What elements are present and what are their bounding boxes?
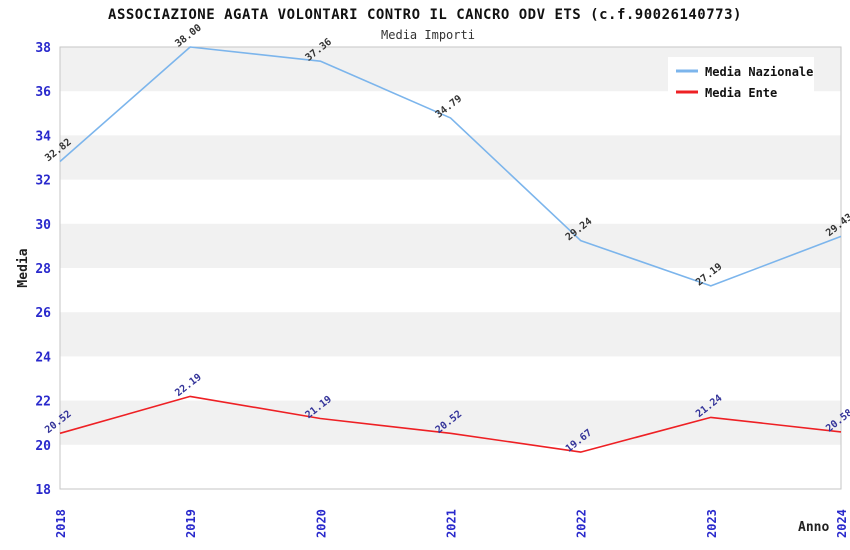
series-lines bbox=[59, 46, 842, 453]
series-line-media-nazionale[interactable] bbox=[59, 46, 842, 287]
x-tick-label: 2022 bbox=[575, 509, 589, 538]
legend-item-media-ente[interactable]: Media Ente bbox=[676, 86, 777, 100]
x-tick-label: 2019 bbox=[184, 509, 198, 538]
y-tick-label: 34 bbox=[35, 129, 51, 144]
chart-subtitle: Media Importi bbox=[381, 28, 475, 42]
y-tick-label: 30 bbox=[35, 218, 51, 233]
y-tick-label: 26 bbox=[35, 306, 51, 321]
y-tick-label: 28 bbox=[35, 262, 51, 277]
plot-border bbox=[59, 46, 842, 490]
data-point-label: 38.00 bbox=[173, 22, 203, 49]
data-point-label: 22.19 bbox=[173, 372, 203, 399]
y-tick-label: 36 bbox=[35, 85, 51, 100]
y-tick-label: 22 bbox=[35, 395, 51, 410]
y-axis-tick-labels: 18 20 22 24 26 28 30 32 34 36 38 bbox=[35, 41, 51, 498]
x-tick-label: 2021 bbox=[445, 509, 459, 538]
x-tick-label: 2018 bbox=[54, 509, 68, 538]
legend-item-media-nazionale[interactable]: Media Nazionale bbox=[676, 65, 813, 79]
plot-band bbox=[60, 400, 841, 445]
legend-label-media-nazionale: Media Nazionale bbox=[705, 65, 813, 79]
chart-title: ASSOCIAZIONE AGATA VOLONTARI CONTRO IL C… bbox=[108, 7, 742, 23]
x-axis-tick-labels: 2018 2019 2020 2021 2022 2023 2024 bbox=[54, 509, 849, 538]
x-tick-label: 2024 bbox=[835, 509, 849, 538]
y-tick-label: 20 bbox=[35, 439, 51, 454]
x-axis-title: Anno bbox=[798, 520, 829, 535]
y-tick-label: 32 bbox=[35, 174, 51, 189]
y-tick-label: 38 bbox=[35, 41, 51, 56]
legend-label-media-ente: Media Ente bbox=[705, 86, 777, 100]
plot-band bbox=[60, 312, 841, 357]
plot-band bbox=[60, 223, 841, 268]
series-line-media-ente[interactable] bbox=[59, 395, 842, 453]
plot-band bbox=[60, 135, 841, 180]
plot-bands bbox=[60, 47, 841, 445]
y-tick-label: 18 bbox=[35, 483, 51, 498]
y-axis-title: Media bbox=[16, 248, 31, 287]
legend-box bbox=[668, 57, 814, 101]
x-tick-label: 2020 bbox=[314, 509, 328, 538]
y-tick-label: 24 bbox=[35, 350, 51, 365]
x-tick-label: 2023 bbox=[705, 509, 719, 538]
legend: Media Nazionale Media Ente bbox=[668, 57, 814, 101]
